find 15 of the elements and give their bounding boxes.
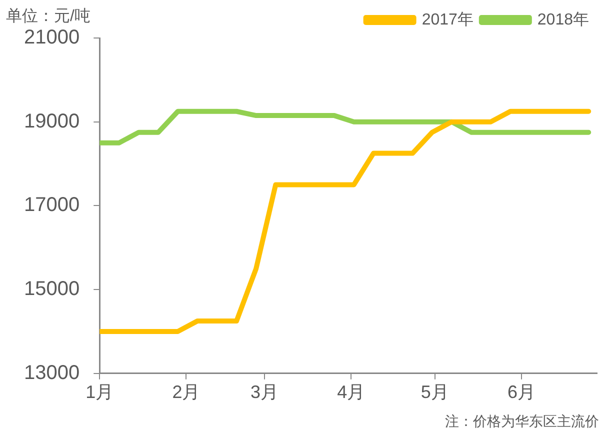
text: 单位：元/吨 [6, 6, 90, 27]
x-tick-label: 5月 [420, 382, 449, 402]
legend-label: 2017年 [422, 11, 474, 28]
y-tick-label: 19000 [24, 110, 80, 132]
x-tick-label: 1月 [86, 382, 114, 402]
x-tick-label: 3月 [250, 382, 278, 402]
y-tick-label: 15000 [24, 278, 80, 300]
legend-label: 2018年 [537, 11, 589, 28]
x-tick-label: 2月 [172, 382, 200, 402]
y-tick-label: 17000 [24, 194, 80, 216]
x-tick-label: 4月 [337, 382, 366, 402]
x-tick-label: 6月 [508, 382, 536, 402]
y-tick-label: 13000 [24, 362, 80, 384]
y-tick-label: 21000 [24, 26, 80, 49]
text: 注：价格为华东区主流价 [445, 413, 599, 431]
